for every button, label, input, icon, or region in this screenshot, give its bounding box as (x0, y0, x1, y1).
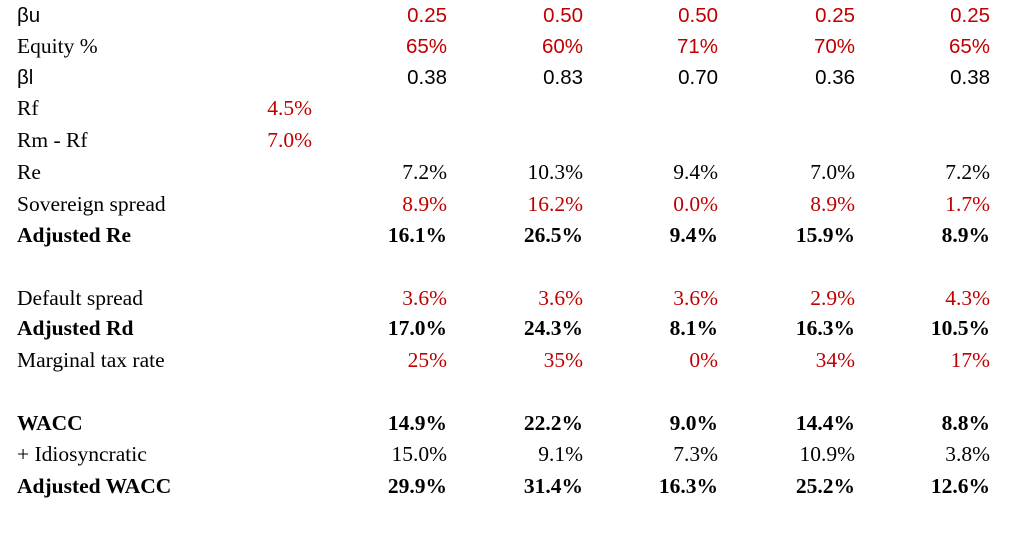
value-cell: 16.1% (387, 223, 447, 247)
value-cell: 0.83 (543, 66, 583, 89)
row-label: Adjusted WACC (17, 474, 172, 498)
row-label: Equity % (17, 34, 98, 58)
value-cell: 0.25 (950, 4, 990, 27)
row-adjusted-re: Adjusted Re 16.1% 26.5% 9.4% 15.9% 8.9% (0, 220, 1013, 251)
row-label: Re (17, 160, 41, 184)
row-equity-pct: Equity % 65% 60% 71% 70% 65% (0, 31, 1013, 62)
value-cell: 0.50 (543, 4, 583, 27)
value-cell: 34% (815, 348, 855, 372)
value-cell: 10.9% (799, 442, 855, 466)
row-label: + Idiosyncratic (17, 442, 147, 466)
value-cell: 0% (689, 348, 718, 372)
param-cell: 4.5% (267, 96, 312, 120)
value-cell: 9.1% (538, 442, 583, 466)
value-cell: 17.0% (387, 316, 447, 340)
row-idiosyncratic: + Idiosyncratic 15.0% 9.1% 7.3% 10.9% 3.… (0, 439, 1013, 470)
value-cell: 22.2% (523, 411, 583, 435)
row-market-premium: Rm - Rf 7.0% (0, 125, 1013, 156)
value-cell: 15.9% (795, 223, 855, 247)
value-cell: 3.6% (402, 286, 447, 310)
value-cell: 8.9% (941, 223, 990, 247)
value-cell: 10.3% (527, 160, 583, 184)
row-label: WACC (17, 411, 83, 435)
row-label: Sovereign spread (17, 192, 166, 216)
value-cell: 0.38 (407, 66, 447, 89)
row-label: Marginal tax rate (17, 348, 165, 372)
value-cell: 26.5% (523, 223, 583, 247)
value-cell: 9.0% (669, 411, 718, 435)
row-label: Default spread (17, 286, 143, 310)
value-cell: 2.9% (810, 286, 855, 310)
row-label: Adjusted Re (17, 223, 132, 247)
row-sovereign-spread: Sovereign spread 8.9% 16.2% 0.0% 8.9% 1.… (0, 189, 1013, 220)
value-cell: 14.4% (795, 411, 855, 435)
value-cell: 12.6% (930, 474, 990, 498)
value-cell: 65% (405, 35, 447, 58)
row-label: βu (17, 4, 41, 27)
value-cell: 0.25 (407, 4, 447, 27)
param-cell: 7.0% (267, 128, 312, 152)
value-cell: 8.1% (669, 316, 718, 340)
value-cell: 7.3% (673, 442, 718, 466)
row-default-spread: Default spread 3.6% 3.6% 3.6% 2.9% 4.3% (0, 283, 1013, 314)
row-label: βl (17, 66, 34, 89)
value-cell: 8.9% (402, 192, 447, 216)
value-cell: 3.6% (538, 286, 583, 310)
value-cell: 0.0% (673, 192, 718, 216)
value-cell: 10.5% (930, 316, 990, 340)
value-cell: 35% (543, 348, 583, 372)
row-label: Adjusted Rd (17, 316, 134, 340)
row-beta-levered: βl 0.38 0.83 0.70 0.36 0.38 (0, 62, 1013, 93)
row-label: Rm - Rf (17, 128, 88, 152)
row-beta-unlevered: βu 0.25 0.50 0.50 0.25 0.25 (0, 0, 1013, 31)
value-cell: 16.3% (795, 316, 855, 340)
value-cell: 0.50 (678, 4, 718, 27)
value-cell: 31.4% (523, 474, 583, 498)
row-label: Rf (17, 96, 39, 120)
value-cell: 25% (407, 348, 447, 372)
value-cell: 7.2% (945, 160, 990, 184)
value-cell: 9.4% (673, 160, 718, 184)
value-cell: 3.6% (673, 286, 718, 310)
row-risk-free: Rf 4.5% (0, 93, 1013, 124)
value-cell: 7.2% (402, 160, 447, 184)
value-cell: 3.8% (945, 442, 990, 466)
row-cost-of-equity: Re 7.2% 10.3% 9.4% 7.0% 7.2% (0, 157, 1013, 188)
value-cell: 65% (948, 35, 990, 58)
value-cell: 14.9% (387, 411, 447, 435)
row-marginal-tax-rate: Marginal tax rate 25% 35% 0% 34% 17% (0, 345, 1013, 376)
value-cell: 7.0% (810, 160, 855, 184)
value-cell: 16.3% (658, 474, 718, 498)
value-cell: 9.4% (669, 223, 718, 247)
row-adjusted-rd: Adjusted Rd 17.0% 24.3% 8.1% 16.3% 10.5% (0, 313, 1013, 344)
value-cell: 8.8% (941, 411, 990, 435)
value-cell: 0.38 (950, 66, 990, 89)
value-cell: 0.70 (678, 66, 718, 89)
value-cell: 0.36 (815, 66, 855, 89)
value-cell: 1.7% (945, 192, 990, 216)
value-cell: 8.9% (810, 192, 855, 216)
value-cell: 60% (541, 35, 583, 58)
row-wacc: WACC 14.9% 22.2% 9.0% 14.4% 8.8% (0, 408, 1013, 439)
value-cell: 70% (813, 35, 855, 58)
value-cell: 71% (676, 35, 718, 58)
row-adjusted-wacc: Adjusted WACC 29.9% 31.4% 16.3% 25.2% 12… (0, 471, 1013, 502)
value-cell: 24.3% (523, 316, 583, 340)
value-cell: 15.0% (391, 442, 447, 466)
value-cell: 16.2% (527, 192, 583, 216)
value-cell: 25.2% (795, 474, 855, 498)
value-cell: 29.9% (387, 474, 447, 498)
value-cell: 17% (950, 348, 990, 372)
value-cell: 0.25 (815, 4, 855, 27)
value-cell: 4.3% (945, 286, 990, 310)
